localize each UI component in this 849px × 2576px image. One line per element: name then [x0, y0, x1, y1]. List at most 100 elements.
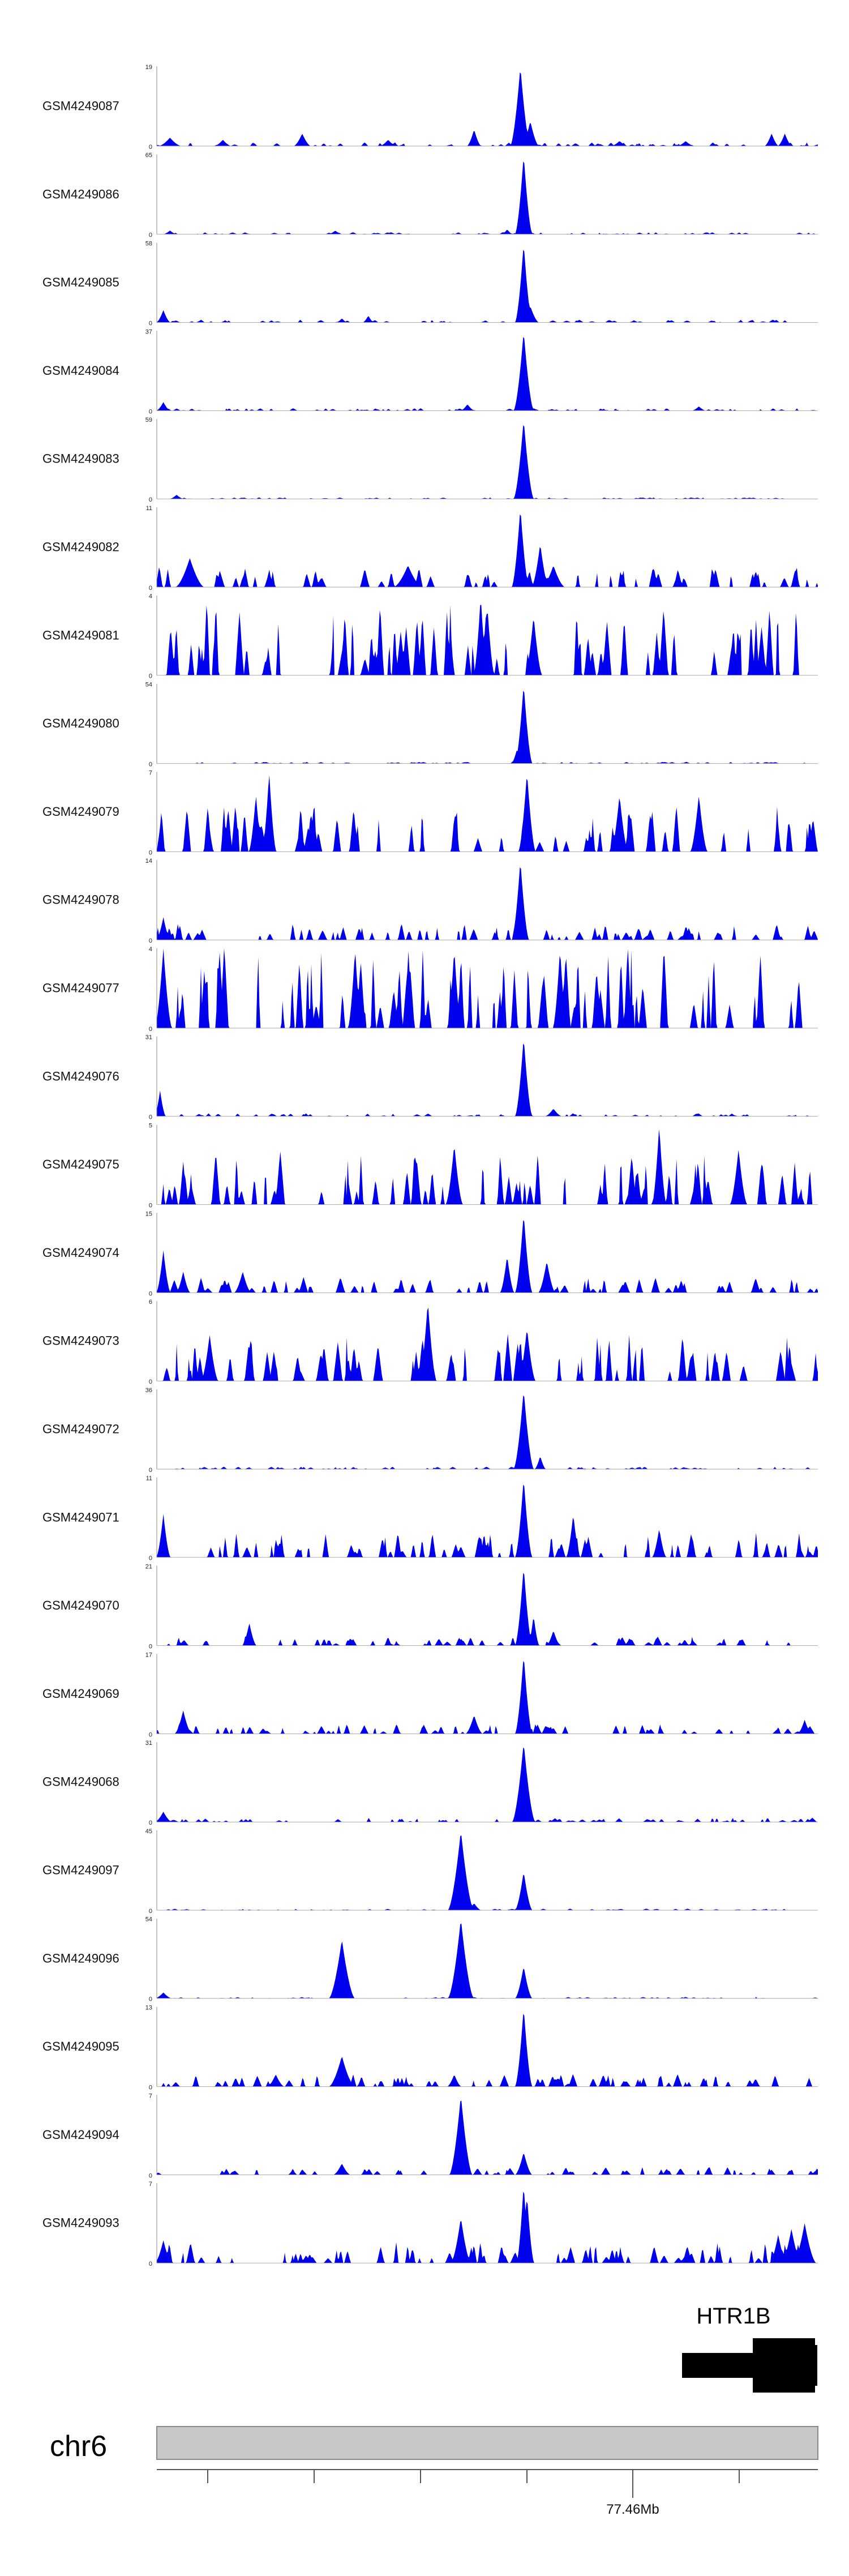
track-GSM4249096: 54 0 GSM4249096 — [42, 1916, 818, 2003]
y-max-label: 19 — [145, 64, 152, 71]
coverage-area — [157, 72, 818, 146]
y-min-label: 0 — [149, 1379, 152, 1385]
y-min-label: 0 — [149, 849, 152, 856]
coverage-area — [157, 250, 818, 323]
track-label: GSM4249074 — [42, 1246, 119, 1260]
y-max-label: 54 — [145, 682, 152, 688]
track-GSM4249072: 36 0 GSM4249072 — [42, 1387, 818, 1474]
coverage-area — [157, 1043, 818, 1116]
coverage-area — [157, 948, 818, 1028]
track-GSM4249075: 5 0 GSM4249075 — [42, 1123, 818, 1209]
track-label: GSM4249081 — [42, 628, 119, 642]
chromosome-track: chr6 77.46Mb — [50, 2426, 818, 2517]
y-max-label: 21 — [145, 1564, 152, 1571]
track-label: GSM4249071 — [42, 1510, 119, 1524]
y-max-label: 11 — [146, 1475, 152, 1482]
track-label: GSM4249075 — [42, 1157, 119, 1171]
y-max-label: 4 — [149, 593, 152, 600]
gene-label: HTR1B — [696, 2304, 770, 2329]
track-label: GSM4249083 — [42, 452, 119, 466]
track-GSM4249069: 17 0 GSM4249069 — [42, 1651, 818, 1738]
chromosome-label: chr6 — [50, 2430, 107, 2463]
track-GSM4249085: 58 0 GSM4249085 — [42, 241, 818, 327]
coordinate-tick-label: 77.46Mb — [606, 2502, 659, 2517]
track-label: GSM4249070 — [42, 1598, 119, 1612]
y-max-label: 6 — [149, 1299, 152, 1306]
y-min-label: 0 — [149, 761, 152, 768]
track-label: GSM4249078 — [42, 893, 119, 907]
coverage-area — [157, 605, 818, 675]
y-min-label: 0 — [149, 1996, 152, 2003]
y-min-label: 0 — [149, 938, 152, 944]
y-min-label: 0 — [149, 1555, 152, 1562]
y-min-label: 0 — [149, 408, 152, 415]
track-label: GSM4249079 — [42, 805, 119, 819]
track-label: GSM4249077 — [42, 981, 119, 995]
track-GSM4249071: 11 0 GSM4249071 — [42, 1475, 818, 1562]
track-GSM4249086: 65 0 GSM4249086 — [42, 152, 818, 239]
gene-track: HTR1B — [682, 2304, 817, 2393]
y-max-label: 7 — [149, 2181, 152, 2188]
track-label: GSM4249069 — [42, 1687, 119, 1701]
track-label: GSM4249095 — [42, 2039, 119, 2053]
track-label: GSM4249073 — [42, 1334, 119, 1348]
y-min-label: 0 — [149, 320, 152, 327]
track-label: GSM4249076 — [42, 1069, 119, 1083]
y-max-label: 17 — [145, 1651, 152, 1658]
track-label: GSM4249094 — [42, 2128, 119, 2142]
track-label: GSM4249080 — [42, 716, 119, 730]
coverage-area — [157, 2014, 818, 2087]
y-min-label: 0 — [149, 2261, 152, 2267]
coverage-area — [157, 2100, 818, 2175]
y-max-label: 4 — [149, 946, 152, 953]
y-max-label: 45 — [145, 1828, 152, 1835]
y-min-label: 0 — [149, 2172, 152, 2179]
coverage-area — [157, 161, 818, 234]
y-max-label: 5 — [149, 1123, 152, 1129]
y-max-label: 7 — [149, 2093, 152, 2099]
coverage-area — [157, 1484, 818, 1557]
y-min-label: 0 — [149, 1026, 152, 1033]
track-label: GSM4249087 — [42, 99, 119, 113]
coverage-area — [157, 691, 818, 764]
track-label: GSM4249096 — [42, 1951, 119, 1965]
track-GSM4249093: 7 0 GSM4249093 — [42, 2181, 818, 2267]
y-max-label: 59 — [145, 417, 152, 423]
y-min-label: 0 — [149, 1908, 152, 1915]
y-min-label: 0 — [149, 144, 152, 151]
track-GSM4249077: 4 0 GSM4249077 — [42, 946, 818, 1033]
coverage-area — [157, 425, 818, 499]
track-GSM4249095: 13 0 GSM4249095 — [42, 2005, 818, 2091]
y-max-label: 31 — [145, 1034, 152, 1041]
track-label: GSM4249085 — [42, 275, 119, 289]
track-GSM4249078: 14 0 GSM4249078 — [42, 858, 818, 944]
coverage-area — [157, 867, 818, 940]
y-min-label: 0 — [149, 1114, 152, 1121]
coverage-area — [157, 1747, 818, 1822]
y-max-label: 54 — [145, 1916, 152, 1923]
chromosome-ideogram-bar — [156, 2426, 818, 2460]
y-min-label: 0 — [149, 232, 152, 239]
y-min-label: 0 — [149, 1467, 152, 1474]
track-label: GSM4249093 — [42, 2216, 119, 2230]
coverage-area — [157, 1219, 818, 1293]
coverage-area — [157, 775, 818, 852]
track-GSM4249074: 15 0 GSM4249074 — [42, 1210, 818, 1297]
y-max-label: 11 — [146, 505, 152, 512]
y-max-label: 31 — [145, 1740, 152, 1747]
y-max-label: 58 — [145, 241, 152, 247]
y-min-label: 0 — [149, 1731, 152, 1738]
y-max-label: 14 — [145, 858, 152, 865]
track-label: GSM4249072 — [42, 1422, 119, 1436]
y-min-label: 0 — [149, 2085, 152, 2091]
coverage-area — [157, 1661, 818, 1734]
coverage-area — [157, 1129, 818, 1205]
track-GSM4249081: 4 0 GSM4249081 — [42, 593, 818, 680]
track-label: GSM4249084 — [42, 363, 119, 378]
coverage-area — [157, 1835, 818, 1910]
track-GSM4249080: 54 0 GSM4249080 — [42, 682, 818, 768]
track-GSM4249073: 6 0 GSM4249073 — [42, 1299, 818, 1385]
gene-exon-tail — [813, 2345, 817, 2386]
coverage-area — [157, 1573, 818, 1646]
